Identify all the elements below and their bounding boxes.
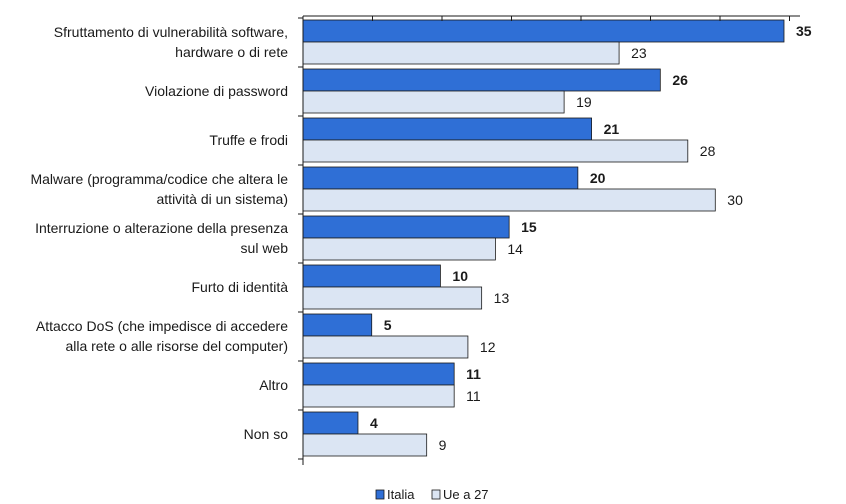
data-label-italia: 4 [370, 415, 378, 431]
bar-italia [302, 166, 579, 190]
data-label-ue27: 14 [507, 241, 523, 257]
category-label: sul web [241, 240, 289, 256]
data-label-italia: 20 [590, 170, 606, 186]
bar-ue27 [302, 237, 496, 261]
legend: Italia Ue a 27 [375, 487, 489, 502]
bar-italia [302, 313, 373, 337]
bar-ue27 [302, 90, 565, 114]
data-label-italia: 15 [521, 219, 537, 235]
bar-italia [302, 68, 661, 92]
category-label: Interruzione o alterazione della presenz… [35, 220, 288, 236]
category-label: Violazione di password [145, 83, 288, 99]
legend-label-italia: Italia [387, 487, 415, 502]
bar-italia [302, 264, 441, 288]
bar-italia [302, 215, 510, 239]
bar-ue27 [302, 384, 455, 408]
bar-ue27 [302, 286, 483, 310]
bars [302, 19, 785, 457]
category-label: Non so [244, 426, 289, 442]
data-label-ue27: 23 [631, 45, 647, 61]
legend-label-ue27: Ue a 27 [443, 487, 489, 502]
data-label-italia: 26 [672, 72, 688, 88]
data-label-ue27: 19 [576, 94, 592, 110]
bar-italia [302, 362, 455, 386]
data-label-italia: 5 [384, 317, 392, 333]
data-label-ue27: 9 [439, 437, 447, 453]
data-label-italia: 11 [466, 366, 481, 382]
category-label: Sfruttamento di vulnerabilità software, [54, 24, 288, 40]
category-label: alla rete o alle risorse del computer) [65, 338, 288, 354]
data-label-ue27: 12 [480, 339, 496, 355]
bar-ue27 [302, 433, 428, 457]
category-labels: Sfruttamento di vulnerabilità software, h… [30, 24, 288, 442]
category-label: attività di un sistema) [157, 191, 289, 207]
bar-ue27 [302, 188, 716, 212]
bar-italia [302, 411, 359, 435]
bar-ue27 [302, 335, 469, 359]
data-label-italia: 35 [796, 23, 812, 39]
data-label-ue27: 13 [494, 290, 510, 306]
bar-ue27 [302, 139, 689, 163]
bar-ue27 [302, 41, 620, 65]
legend-swatch-ue27 [431, 489, 441, 500]
category-label: hardware o di rete [175, 44, 288, 60]
axes [298, 15, 800, 465]
bar-italia [302, 117, 593, 141]
data-label-ue27: 11 [466, 388, 481, 404]
data-label-italia: 10 [452, 268, 468, 284]
category-label: Furto di identità [192, 279, 289, 295]
data-label-ue27: 30 [727, 192, 743, 208]
category-label: Altro [259, 377, 288, 393]
category-label: Truffe e frodi [209, 132, 288, 148]
legend-swatch-italia [375, 489, 385, 500]
value-labels: 35 23 26 19 21 28 20 30 15 14 10 13 5 12 11 11 4 9 [370, 23, 812, 453]
category-label: Malware (programma/codice che altera le [30, 171, 288, 187]
data-label-italia: 21 [604, 121, 620, 137]
bar-italia [302, 19, 785, 43]
data-label-ue27: 28 [700, 143, 716, 159]
category-label: Attacco DoS (che impedisce di accedere [36, 318, 288, 334]
